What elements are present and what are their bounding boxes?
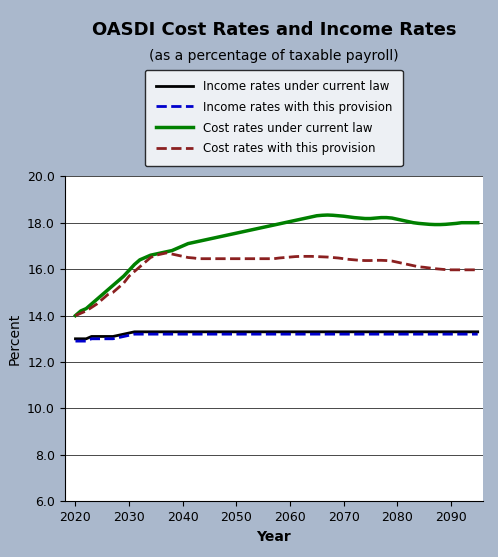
Text: (as a percentage of taxable payroll): (as a percentage of taxable payroll) [149, 49, 399, 63]
Text: OASDI Cost Rates and Income Rates: OASDI Cost Rates and Income Rates [92, 21, 456, 39]
X-axis label: Year: Year [256, 530, 291, 544]
Legend: Income rates under current law, Income rates with this provision, Cost rates und: Income rates under current law, Income r… [145, 70, 403, 166]
Y-axis label: Percent: Percent [7, 312, 21, 365]
